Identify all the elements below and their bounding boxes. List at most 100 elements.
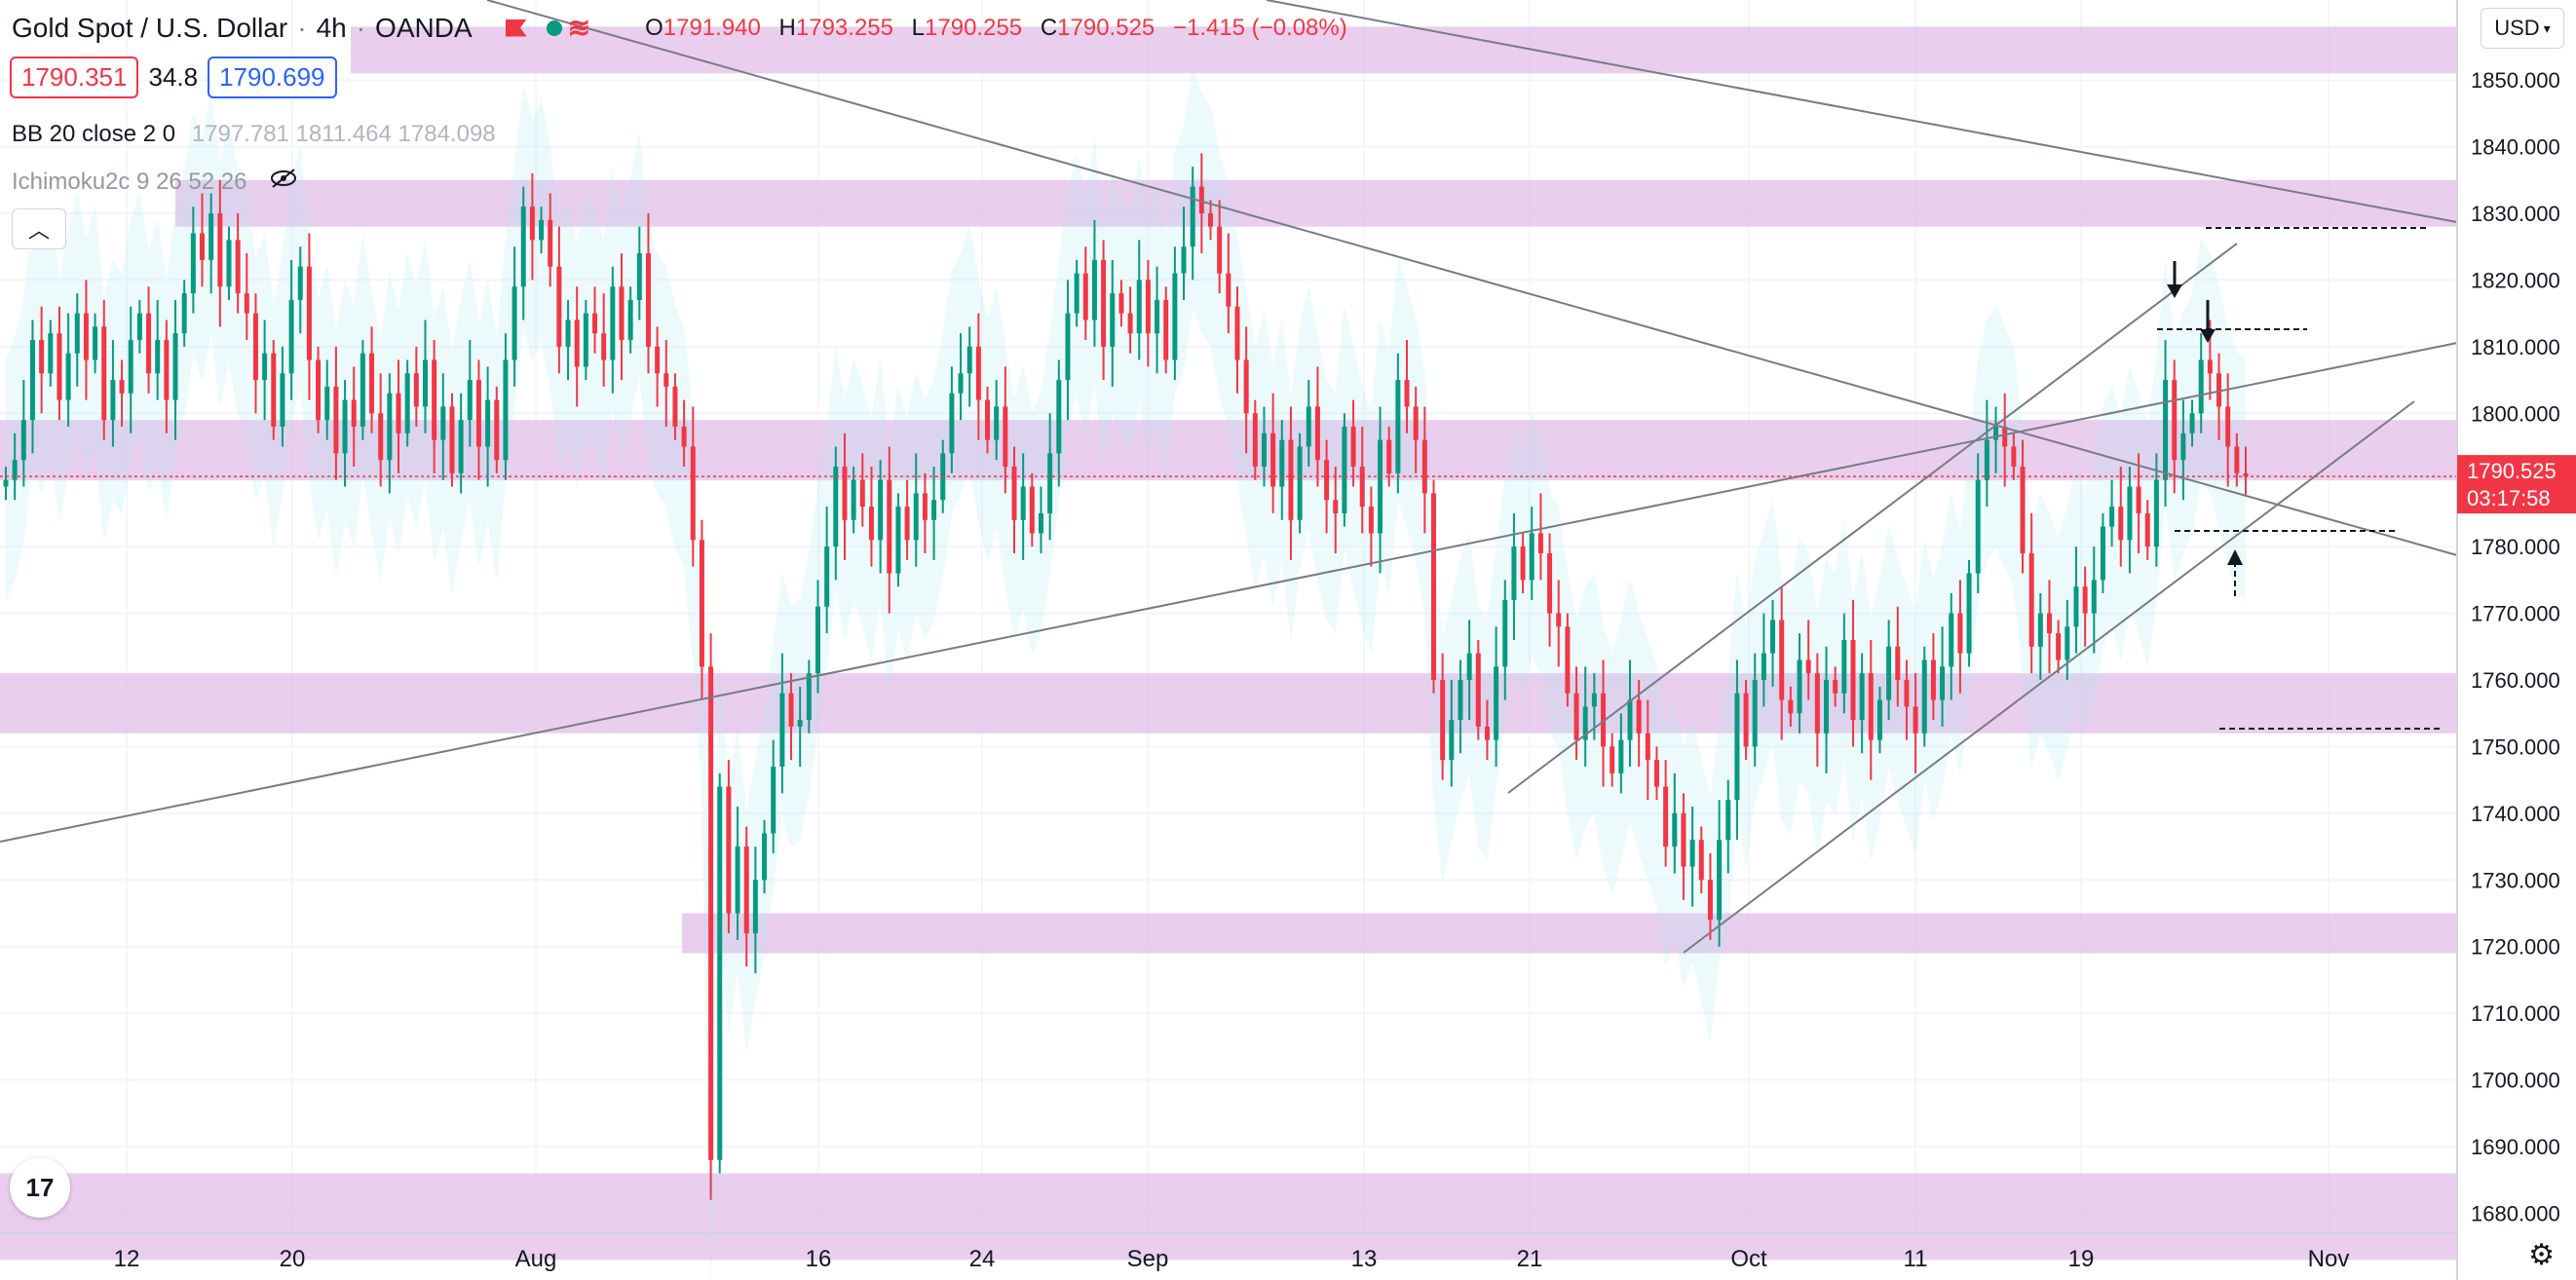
ichimoku-legend[interactable]: Ichimoku2c 9 26 52 26 xyxy=(12,168,298,196)
sell-price-button[interactable]: 1790.351 xyxy=(10,56,139,98)
candle-body xyxy=(958,373,964,394)
indicator-cloud xyxy=(5,66,2247,1280)
candle-body xyxy=(994,406,1000,440)
sr-zone xyxy=(351,26,2457,74)
candle-body xyxy=(1430,493,1436,681)
candle-body xyxy=(200,233,206,260)
price-tick-label: 1730.000 xyxy=(2471,868,2560,892)
candle-body xyxy=(172,333,178,400)
price-tick-label: 1820.000 xyxy=(2471,268,2560,292)
bb-name: BB 20 close 2 0 xyxy=(12,121,176,147)
candle-body xyxy=(699,540,704,667)
flag-icon[interactable] xyxy=(505,19,527,37)
price-tick-label: 1700.000 xyxy=(2471,1069,2560,1093)
interval-label[interactable]: 4h xyxy=(316,12,347,43)
tradingview-logo[interactable]: 17 xyxy=(10,1157,70,1218)
separator: · xyxy=(356,12,366,43)
candle-body xyxy=(2180,433,2186,461)
candle-body xyxy=(2163,380,2169,480)
candle-body xyxy=(1181,246,1187,274)
candle-body xyxy=(556,266,562,347)
candle-body xyxy=(475,380,481,447)
candle-body xyxy=(324,386,330,421)
candle-body xyxy=(1502,599,1508,667)
candle-body xyxy=(1172,273,1178,360)
candle-body xyxy=(2144,512,2150,547)
candle-body xyxy=(681,426,687,447)
price-tick-label: 1770.000 xyxy=(2471,602,2560,626)
data-waves-icon[interactable]: ≋ xyxy=(567,13,591,43)
price-tick-label: 1750.000 xyxy=(2471,734,2560,759)
eye-hidden-icon[interactable] xyxy=(269,169,298,195)
candle-body xyxy=(1511,546,1517,600)
close-value: 1790.525 xyxy=(1057,14,1155,41)
candle-body xyxy=(235,240,241,294)
candle-body xyxy=(1234,306,1240,360)
candle-body xyxy=(164,340,170,400)
candle-body xyxy=(146,313,152,374)
currency-button[interactable]: USD ▾ xyxy=(2481,8,2564,49)
candle-body xyxy=(1421,439,1427,494)
buy-price-button[interactable]: 1790.699 xyxy=(208,56,337,98)
candle-body xyxy=(1466,653,1472,681)
candle-body xyxy=(1333,500,1339,513)
ohlc-values: O1791.940 H1793.255 L1790.255 C1790.525 … xyxy=(645,14,1347,41)
candle-body xyxy=(1217,226,1223,274)
candle-body xyxy=(1761,653,1766,681)
candle-body xyxy=(1101,259,1107,347)
candle-body xyxy=(458,420,464,473)
candle-body xyxy=(1056,380,1062,454)
market-open-icon[interactable] xyxy=(546,19,562,36)
time-tick-label: Sep xyxy=(1127,1246,1169,1272)
candle-body xyxy=(2065,626,2070,660)
candle-body xyxy=(1868,673,1874,740)
candle-body xyxy=(1573,693,1579,740)
quote-row: 1790.351 34.8 1790.699 xyxy=(10,56,337,98)
trendline xyxy=(1266,0,2458,223)
candle-body xyxy=(1672,812,1678,847)
candle-body xyxy=(1190,186,1195,247)
bb-legend[interactable]: BB 20 close 2 0 1797.781 1811.464 1784.0… xyxy=(12,121,496,148)
candle-body xyxy=(404,373,410,433)
candle-body xyxy=(1537,533,1543,553)
candle-body xyxy=(1342,426,1347,513)
candle-body xyxy=(74,313,80,354)
candle-body xyxy=(1440,680,1446,761)
candle-body xyxy=(485,399,491,447)
candle-body xyxy=(369,353,375,414)
candle-body xyxy=(887,479,892,574)
candle-body xyxy=(2127,486,2133,541)
candle-body xyxy=(1198,186,1204,213)
candle-body xyxy=(1494,666,1499,740)
candle-body xyxy=(1155,299,1160,334)
candle-body xyxy=(1163,299,1169,360)
settings-gear-icon[interactable]: ⚙ xyxy=(2528,1239,2555,1271)
collapse-legend-button[interactable]: ︿ xyxy=(12,208,66,249)
candle-body xyxy=(636,253,642,300)
candle-body xyxy=(1601,693,1607,747)
candle-body xyxy=(1306,406,1311,447)
candle-body xyxy=(208,212,214,260)
candle-body xyxy=(690,446,696,541)
status-badges[interactable]: ≋ xyxy=(502,10,594,46)
candle-body xyxy=(1940,666,1946,700)
candle-body xyxy=(574,320,580,367)
candle-body xyxy=(1841,639,1847,694)
candle-body xyxy=(1957,613,1963,654)
candle-body xyxy=(2002,426,2008,447)
countdown-label: 03:17:58 xyxy=(2467,486,2551,510)
candle-body xyxy=(252,313,258,381)
candle-body xyxy=(752,880,758,934)
candle-body xyxy=(440,406,446,440)
candle-body xyxy=(1252,413,1258,468)
candle-body xyxy=(851,479,856,520)
candle-body xyxy=(1876,699,1882,740)
candle-body xyxy=(717,786,723,1160)
candle-body xyxy=(1288,439,1294,520)
candle-body xyxy=(1279,439,1285,487)
time-tick-label: 24 xyxy=(969,1246,996,1272)
time-tick-label: 11 xyxy=(1904,1246,1928,1272)
candle-body xyxy=(387,393,393,461)
symbol-title[interactable]: Gold Spot / U.S. Dollar xyxy=(12,12,288,43)
